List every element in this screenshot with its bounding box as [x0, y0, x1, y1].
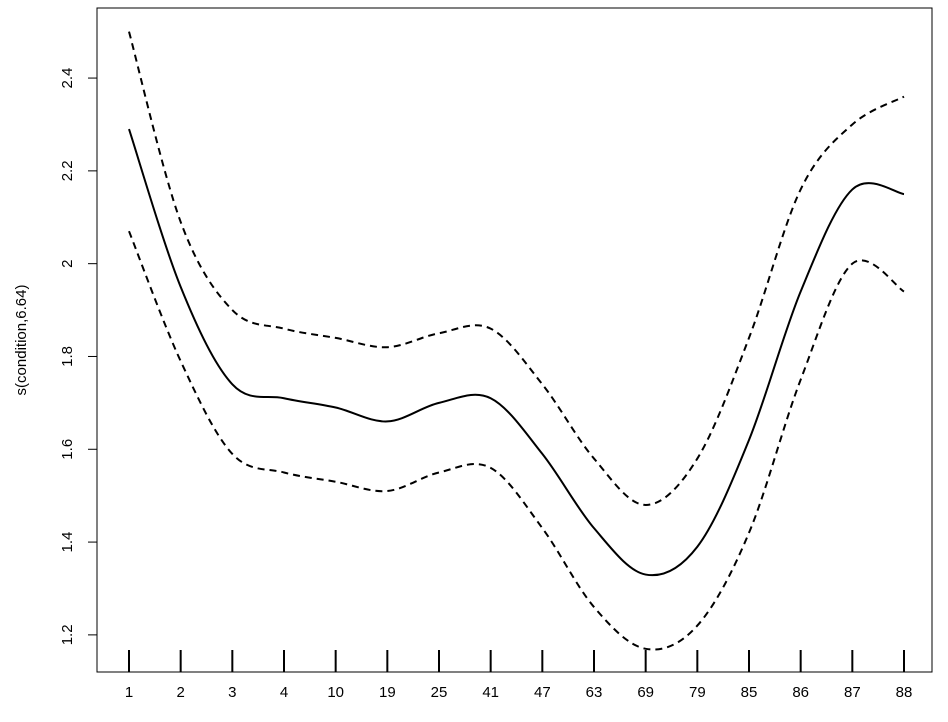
x-tick-label: 25	[431, 684, 448, 701]
y-tick-label: 2	[59, 259, 76, 267]
y-axis-label: s(condition,6.64)	[13, 285, 30, 396]
series-line	[128, 230, 905, 651]
x-tick-label: 86	[792, 684, 809, 701]
x-tick-label: 47	[534, 684, 551, 701]
x-tick-label: 1	[125, 684, 133, 701]
x-tick-label: 79	[689, 684, 706, 701]
y-tick-label: 1.6	[59, 439, 76, 460]
series-line	[128, 31, 905, 506]
x-tick-label: 88	[896, 684, 913, 701]
x-tick-label: 10	[327, 684, 344, 701]
x-tick-label: 63	[586, 684, 603, 701]
x-tick-label: 4	[280, 684, 288, 701]
y-tick-label: 1.8	[59, 346, 76, 367]
y-tick-label: 2.4	[59, 68, 76, 89]
x-tick-label: 19	[379, 684, 396, 701]
x-tick-label: 69	[637, 684, 654, 701]
y-tick-label: 1.4	[59, 532, 76, 553]
plot-frame	[96, 7, 933, 673]
x-tick-label: 2	[176, 684, 184, 701]
x-tick-label: 3	[228, 684, 236, 701]
y-tick-label: 1.2	[59, 624, 76, 645]
x-tick-label: 87	[844, 684, 861, 701]
y-tick-label: 2.2	[59, 160, 76, 181]
series-line	[128, 128, 905, 577]
x-tick-label: 85	[741, 684, 758, 701]
x-tick-label: 41	[482, 684, 499, 701]
